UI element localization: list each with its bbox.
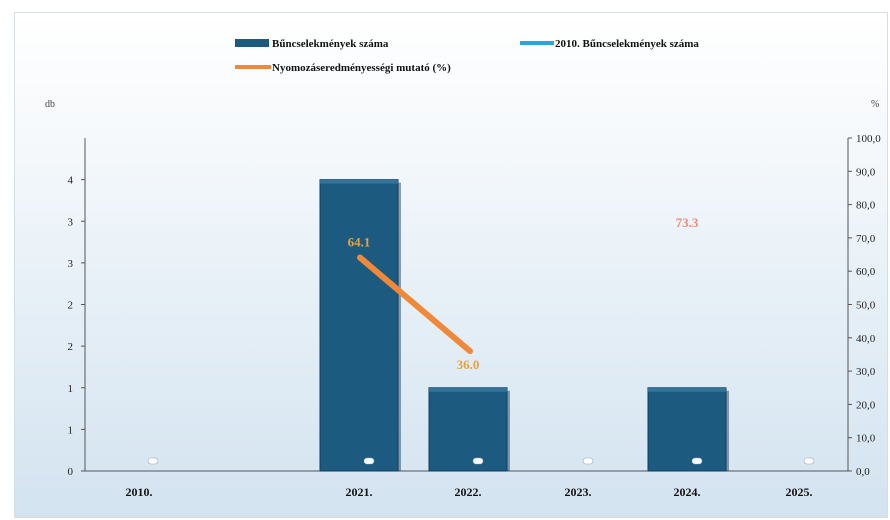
right-tick-label: 70,0 (856, 233, 876, 245)
left-tick-label: 1 (68, 424, 74, 436)
x-tick-label: 2010. (126, 485, 153, 499)
line-data-label: 64.1 (348, 235, 371, 250)
right-tick-label: 50,0 (856, 300, 876, 312)
right-axis-unit: % (871, 99, 879, 110)
bar-top-highlight (320, 179, 398, 184)
left-tick-label: 1 (68, 383, 74, 395)
right-tick-label: 30,0 (856, 366, 876, 378)
bars (319, 179, 729, 472)
combo-chart: Bűncselekmények száma 2010. Bűncselekmény… (45, 38, 881, 499)
right-tick-label: 60,0 (856, 266, 876, 278)
legend-label: Nyomozáseredményességi mutató (%) (272, 62, 451, 74)
axes: 011223340,010,020,030,040,050,060,070,08… (45, 99, 881, 499)
bar-top-highlight (429, 387, 507, 392)
x-tick-label: 2025. (786, 485, 813, 499)
bar-baseline-marker (803, 457, 815, 465)
right-tick-label: 90,0 (856, 166, 876, 178)
bar-baseline-marker (472, 457, 484, 465)
right-tick-label: 20,0 (856, 399, 876, 411)
right-tick-label: 100,0 (856, 133, 881, 145)
left-axis-unit: db (45, 99, 55, 110)
x-tick-label: 2023. (565, 485, 592, 499)
chart-frame: Bűncselekmények száma 2010. Bűncselekmény… (14, 12, 888, 518)
left-tick-label: 4 (68, 175, 74, 187)
bar-baseline-marker (691, 457, 703, 465)
legend-label: 2010. Bűncselekmények száma (555, 38, 699, 50)
left-tick-label: 3 (68, 216, 74, 228)
x-tick-label: 2021. (346, 485, 373, 499)
x-tick-label: 2022. (455, 485, 482, 499)
right-tick-label: 10,0 (856, 433, 876, 445)
legend-swatch-bar (235, 39, 269, 47)
line-data-label: 73.3 (676, 215, 699, 230)
left-tick-label: 2 (68, 341, 74, 353)
legend-swatch-bar-2010 (520, 41, 554, 45)
bar-baseline-marker (363, 457, 375, 465)
line-segment (357, 254, 473, 355)
legend-label: Bűncselekmények száma (272, 38, 389, 50)
right-tick-label: 80,0 (856, 200, 876, 212)
left-tick-label: 0 (68, 466, 74, 478)
line-data-label: 36.0 (457, 357, 480, 372)
left-tick-label: 3 (68, 258, 74, 270)
percentage-line: 64.1 36.0 73.3 (348, 215, 699, 372)
bar (647, 387, 727, 472)
bar (428, 387, 508, 472)
bar-baseline-marker (147, 457, 159, 465)
bar (319, 179, 399, 472)
bar-top-highlight (648, 387, 726, 392)
right-tick-label: 40,0 (856, 333, 876, 345)
zero-markers (147, 457, 815, 465)
right-tick-label: 0,0 (856, 466, 870, 478)
x-tick-label: 2024. (674, 485, 701, 499)
legend: Bűncselekmények száma 2010. Bűncselekmény… (235, 38, 699, 74)
left-tick-label: 2 (68, 300, 74, 312)
bar-baseline-marker (582, 457, 594, 465)
